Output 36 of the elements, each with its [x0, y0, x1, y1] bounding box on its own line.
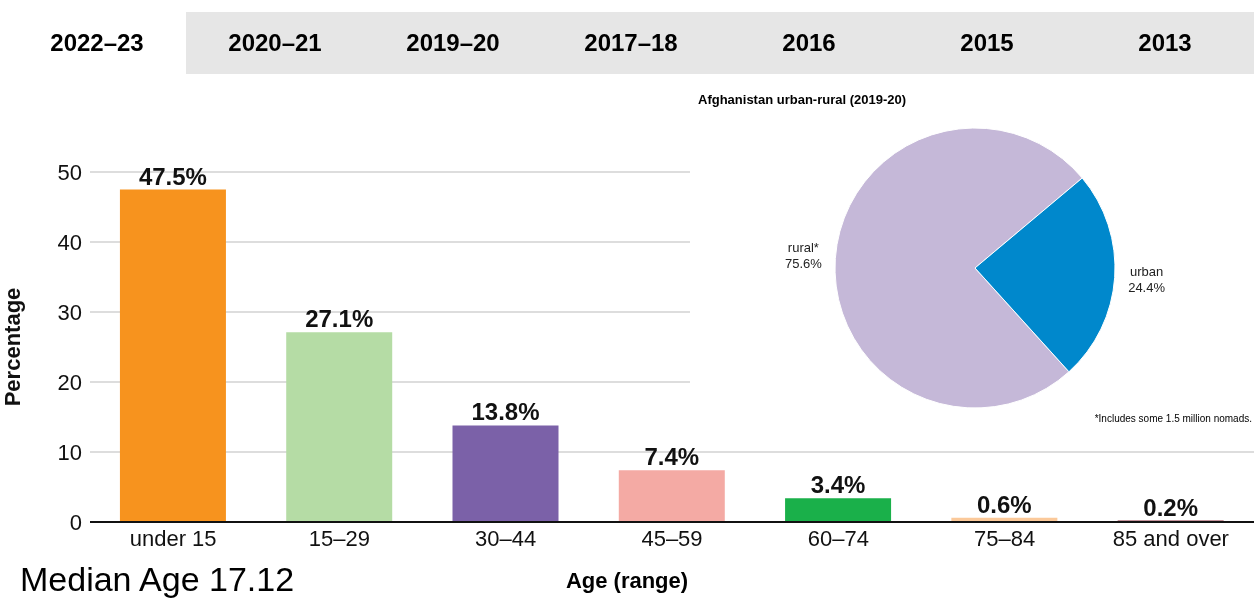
x-tick-label: 75–84 — [973, 525, 1036, 551]
text: 2020–21 — [227, 28, 323, 58]
text: 2015 — [959, 28, 1015, 58]
text: Median Age 17.12 — [20, 560, 295, 599]
chart-title: Afghanistan urban-rural (2019-20) — [698, 92, 907, 107]
y-tick-label: 0 — [69, 509, 82, 535]
y-tick-label: 30 — [57, 299, 82, 325]
x-tick-label: 15–29 — [308, 525, 371, 551]
y-tick-label: 50 — [57, 159, 82, 185]
x-tick-label: 60–74 — [807, 525, 869, 551]
x-tick-label: under 15 — [129, 525, 217, 551]
text: 2013 — [1137, 28, 1193, 58]
x-tick-label: 30–44 — [475, 525, 537, 551]
slice-label: rural* — [787, 240, 819, 256]
x-tick-label: 85 and over — [1112, 525, 1229, 551]
text: 2022–23 — [8, 12, 186, 74]
slice-label: urban — [1129, 263, 1164, 279]
data-label: 47.5% — [138, 162, 207, 190]
x-axis-title: Age (range) — [565, 568, 689, 593]
text: 2017–18 — [583, 28, 679, 58]
y-axis-title: Percentage — [0, 287, 25, 407]
y-tick-label: 40 — [57, 229, 82, 255]
data-label: 75.6% — [784, 256, 823, 272]
text: 2016 — [781, 28, 837, 58]
y-tick-label: 20 — [57, 369, 82, 395]
data-label: 3.4% — [810, 471, 866, 499]
data-label: 7.4% — [644, 443, 700, 471]
data-label: 27.1% — [305, 305, 374, 333]
data-label: 24.4% — [1128, 279, 1166, 295]
data-label: 13.8% — [471, 398, 540, 426]
annotation: *Includes some 1.5 million nomads. — [1094, 413, 1252, 424]
x-tick-label: 45–59 — [641, 525, 703, 551]
data-label: 0.2% — [1143, 493, 1198, 521]
y-tick-label: 10 — [57, 439, 82, 465]
data-label: 0.6% — [977, 490, 1032, 518]
text: 2019–20 — [405, 28, 501, 58]
